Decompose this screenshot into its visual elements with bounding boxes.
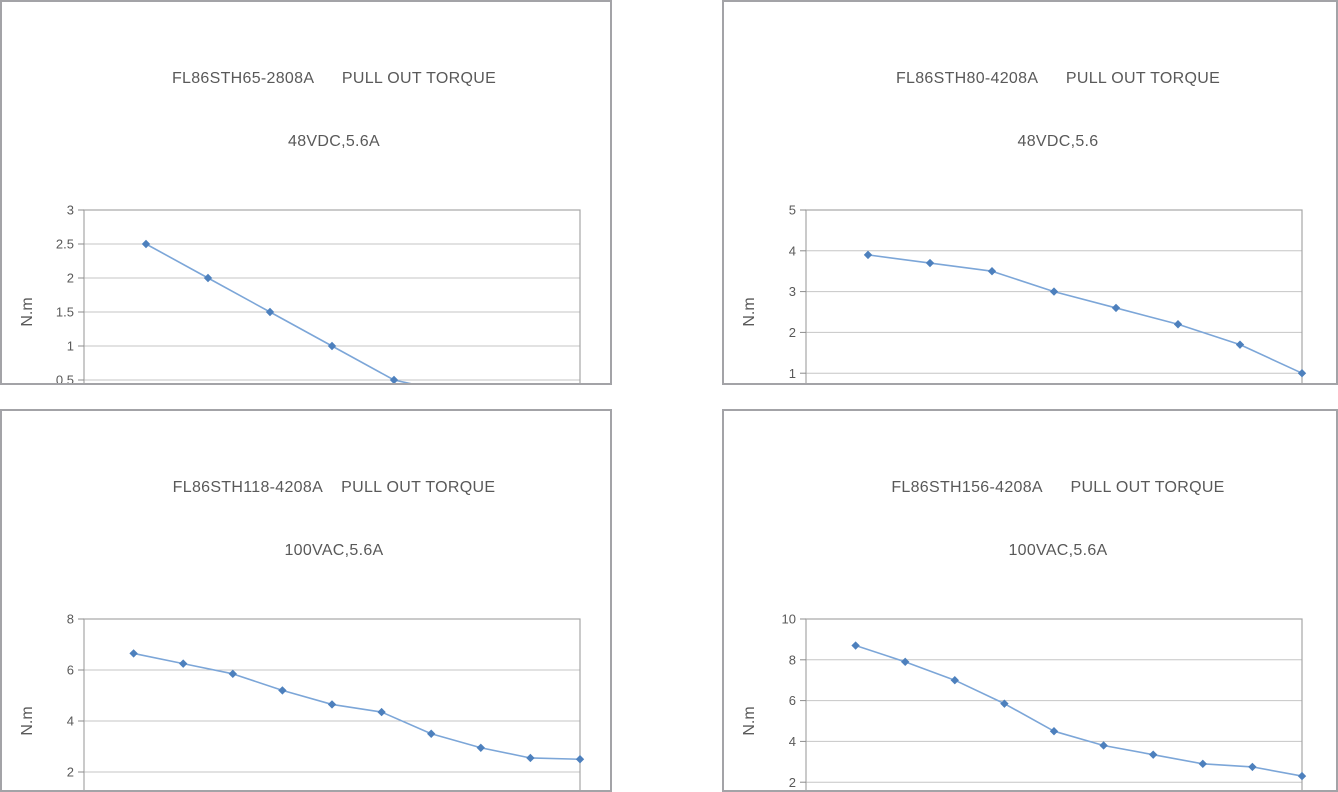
svg-text:2: 2	[67, 765, 74, 780]
chart-title-block: FL86STH65-2808A PULL OUT TORQUE 48VDC,5.…	[2, 26, 610, 194]
svg-text:4: 4	[789, 734, 796, 749]
svg-text:2.5: 2.5	[56, 237, 74, 252]
chart-title: FL86STH80-4208A PULL OUT TORQUE	[895, 70, 1221, 87]
torque-curve-plot: 0123450100200300400500600700800N.mRPM	[741, 203, 1307, 383]
chart-subtitle: 100VAC,5.6A	[284, 542, 384, 559]
svg-text:10: 10	[782, 612, 796, 627]
chart-canvas-fl86sth65: 00.511.522.530100200300400500600700800N.…	[2, 202, 610, 385]
chart-panel-fl86sth156: FL86STH156-4208A PULL OUT TORQUE 100VAC,…	[722, 409, 1338, 792]
svg-text:3: 3	[789, 284, 796, 299]
chart-panel-fl86sth80: FL86STH80-4208A PULL OUT TORQUE 48VDC,5.…	[722, 0, 1338, 385]
svg-text:8: 8	[67, 612, 74, 627]
svg-text:1.5: 1.5	[56, 305, 74, 320]
chart-title-block: FL86STH118-4208A PULL OUT TORQUE 100VAC,…	[2, 435, 610, 603]
svg-text:2: 2	[67, 271, 74, 286]
svg-text:1: 1	[789, 366, 796, 381]
chart-subtitle: 100VAC,5.6A	[1008, 542, 1108, 559]
chart-subtitle: 48VDC,5.6	[1017, 133, 1099, 150]
chart-title-block: FL86STH156-4208A PULL OUT TORQUE 100VAC,…	[724, 435, 1336, 603]
chart-title-block: FL86STH80-4208A PULL OUT TORQUE 48VDC,5.…	[724, 26, 1336, 194]
svg-text:6: 6	[789, 693, 796, 708]
torque-curve-plot: 0246801002003004005006007008009001000N.m…	[19, 612, 585, 790]
chart-panel-fl86sth118: FL86STH118-4208A PULL OUT TORQUE 100VAC,…	[0, 409, 612, 792]
y-axis-label: N.m	[19, 706, 36, 735]
svg-text:6: 6	[67, 663, 74, 678]
y-axis-label: N.m	[19, 297, 36, 326]
torque-curve-plot: 00.511.522.530100200300400500600700800N.…	[19, 203, 581, 385]
svg-text:3: 3	[67, 203, 74, 218]
svg-text:5: 5	[789, 203, 796, 218]
y-axis-label: N.m	[741, 297, 758, 326]
svg-text:2: 2	[789, 775, 796, 790]
torque-curve-plot: 024681001002003004005006007008009001000N…	[741, 612, 1307, 790]
chart-title: FL86STH118-4208A PULL OUT TORQUE	[172, 479, 496, 496]
svg-text:0.5: 0.5	[56, 373, 74, 385]
svg-text:8: 8	[789, 652, 796, 667]
chart-panel-fl86sth65: FL86STH65-2808A PULL OUT TORQUE 48VDC,5.…	[0, 0, 612, 385]
chart-subtitle: 48VDC,5.6A	[288, 133, 380, 150]
chart-title: FL86STH65-2808A PULL OUT TORQUE	[171, 70, 497, 87]
svg-text:2: 2	[789, 325, 796, 340]
y-axis-label: N.m	[741, 706, 758, 735]
svg-text:4: 4	[67, 714, 74, 729]
chart-title: FL86STH156-4208A PULL OUT TORQUE	[891, 479, 1225, 496]
svg-text:4: 4	[789, 243, 796, 258]
chart-canvas-fl86sth118: 0246801002003004005006007008009001000N.m…	[2, 611, 610, 790]
svg-text:1: 1	[67, 339, 74, 354]
chart-canvas-fl86sth156: 024681001002003004005006007008009001000N…	[724, 611, 1336, 790]
chart-canvas-fl86sth80: 0123450100200300400500600700800N.mRPM	[724, 202, 1336, 383]
